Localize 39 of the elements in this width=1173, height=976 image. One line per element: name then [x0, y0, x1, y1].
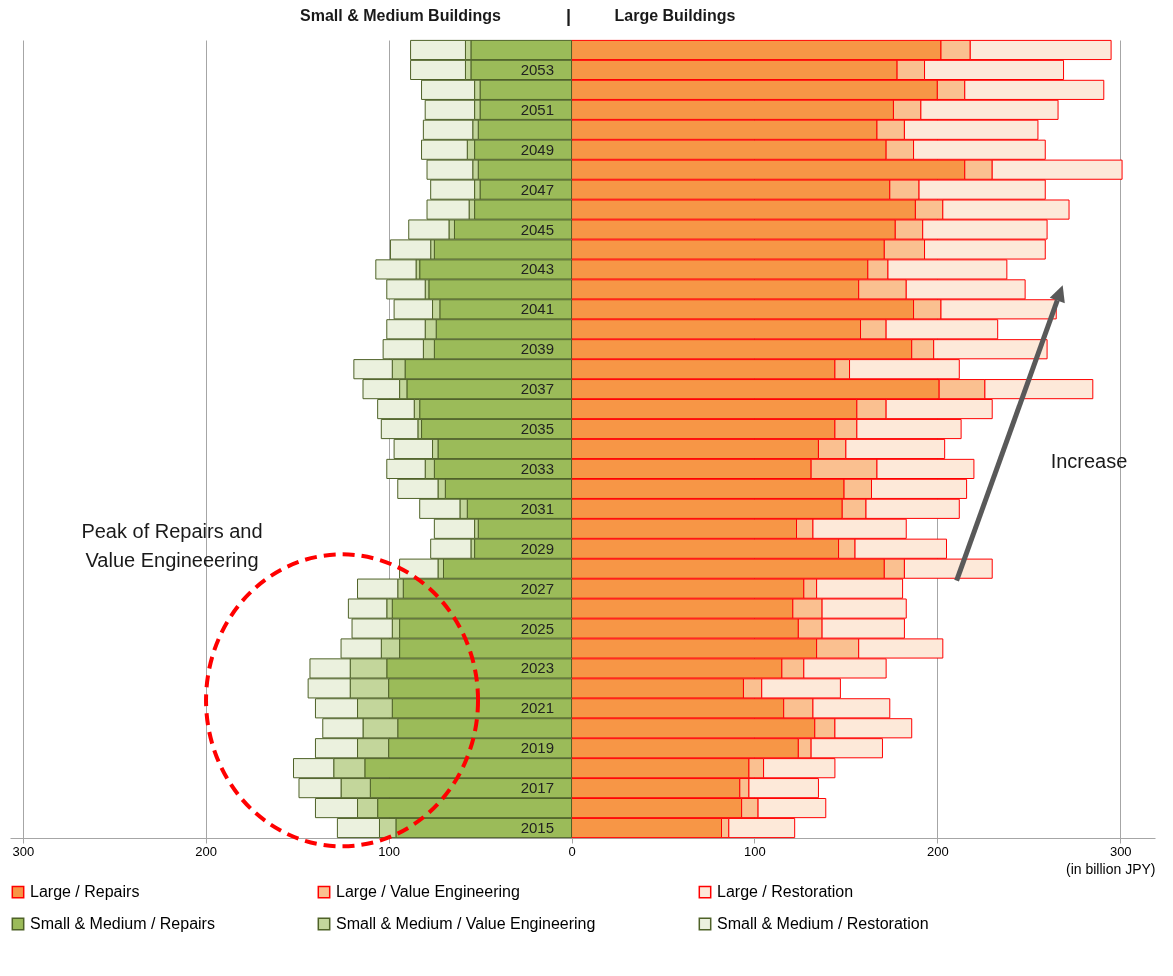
annotation: Increase [1050, 450, 1128, 472]
legend-label: Small & Medium / Restoration [717, 915, 929, 932]
x-tick-label: 0 [568, 843, 576, 859]
text: | [566, 6, 572, 26]
legend-label: Small & Medium / Value Engineering [336, 915, 596, 932]
y-tick-label: 2047 [520, 180, 555, 198]
y-tick-label: 2049 [520, 140, 555, 158]
y-tick-label: 2041 [520, 300, 555, 318]
x-tick-label: 100 [744, 843, 766, 859]
y-tick-label: 2051 [520, 100, 555, 118]
y-tick-label: 2043 [520, 260, 555, 278]
x-tick-label: 200 [926, 843, 949, 859]
y-tick-label: 2039 [520, 340, 555, 358]
y-tick-label: 2031 [520, 499, 555, 517]
legend-label: Large / Restoration [717, 883, 854, 901]
y-tick-label: 2017 [520, 779, 555, 797]
y-tick-label: 2027 [520, 579, 555, 597]
legend-label: Large / Repairs [30, 883, 140, 901]
y-tick-label: 2033 [520, 459, 555, 477]
y-tick-label: 2035 [520, 420, 555, 438]
annotation: Peak of Repairs and Value Engineeering [81, 520, 263, 571]
y-tick-label: 2029 [520, 539, 555, 557]
text: Small & Medium Buildings [300, 7, 502, 24]
y-tick-label: 2021 [520, 699, 555, 717]
legend-label: Large / Value Engineering [336, 883, 520, 901]
y-tick-label: 2045 [520, 220, 555, 238]
x-axis-title: (in billion JPY) [1066, 860, 1156, 877]
y-tick-label: 2015 [520, 819, 555, 837]
x-tick-label: 300 [1109, 843, 1132, 859]
text: Large Buildings [614, 7, 736, 24]
y-tick-label: 2037 [520, 380, 555, 398]
x-tick-label: 100 [378, 843, 400, 859]
x-tick-label: 300 [12, 843, 35, 859]
y-tick-label: 2019 [520, 739, 555, 757]
y-tick-label: 2023 [520, 659, 555, 677]
x-tick-label: 200 [195, 843, 218, 859]
y-tick-label: 2053 [520, 60, 555, 78]
legend-label: Small & Medium / Repairs [30, 915, 215, 932]
y-tick-label: 2025 [520, 619, 555, 637]
